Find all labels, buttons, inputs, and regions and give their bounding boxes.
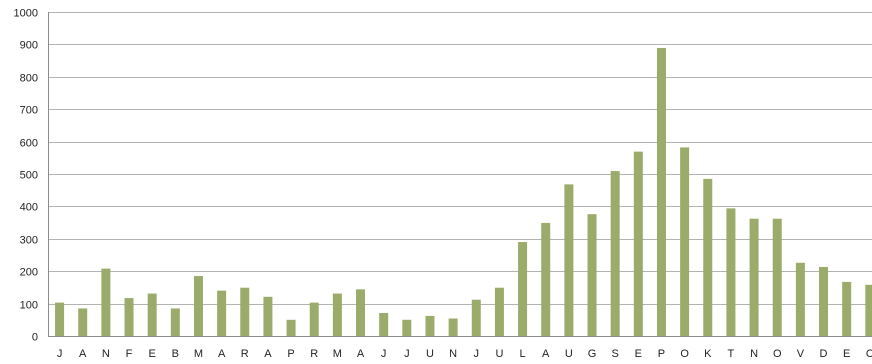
gridlines (48, 12, 872, 305)
bar (680, 147, 690, 336)
x-tick-label: R (310, 348, 318, 360)
x-tick-label: L (520, 348, 526, 360)
bar (193, 276, 203, 336)
y-tick-label: 600 (20, 138, 38, 150)
x-tick-label: N (750, 348, 758, 360)
bar (147, 293, 157, 336)
x-tick-label: J (381, 348, 387, 360)
y-tick-label: 800 (20, 73, 38, 85)
y-tick-label: 1000 (14, 8, 38, 20)
x-tick-label: A (79, 348, 87, 360)
y-tick-label: 0 (32, 332, 38, 344)
x-tick-label: T (728, 348, 735, 360)
x-tick-label: K (704, 348, 712, 360)
x-tick-label: P (658, 348, 665, 360)
x-tick-label: E (635, 348, 642, 360)
bar (471, 299, 481, 336)
bar (55, 302, 65, 336)
x-tick-label: G (588, 348, 597, 360)
axes (48, 12, 872, 337)
y-tick-label: 900 (20, 40, 38, 52)
y-tick-label: 400 (20, 202, 38, 214)
bar (819, 266, 829, 336)
bar (124, 298, 134, 336)
x-tick-label: N (102, 348, 110, 360)
x-tick-label: E (843, 348, 850, 360)
bar (633, 151, 643, 336)
y-tick-label: 700 (20, 105, 38, 117)
x-tick-label: A (357, 348, 365, 360)
bar (448, 318, 458, 336)
x-tick-label: U (495, 348, 503, 360)
bar (749, 218, 759, 336)
x-tick-label: P (287, 348, 294, 360)
x-tick-label: C (866, 348, 872, 360)
y-tick-label: 200 (20, 267, 38, 279)
x-tick-label: J (57, 348, 63, 360)
x-tick-label: M (194, 348, 203, 360)
bar (772, 218, 782, 336)
x-tick-label: J (474, 348, 480, 360)
bar (842, 281, 852, 336)
bar (263, 296, 273, 336)
bar (587, 214, 597, 336)
x-tick-label: O (680, 348, 689, 360)
x-tick-label: D (820, 348, 828, 360)
bar (494, 287, 504, 336)
y-tick-label: 300 (20, 235, 38, 247)
bars (55, 47, 872, 337)
x-tick-label: R (241, 348, 249, 360)
x-tick-label: S (611, 348, 618, 360)
x-tick-label: U (565, 348, 573, 360)
x-tick-label: E (149, 348, 156, 360)
x-tick-label: M (333, 348, 342, 360)
y-axis-tick-labels: 0 100 200 300 400 500 600 700 800 900 1000 (14, 8, 38, 344)
x-tick-label: F (126, 348, 133, 360)
bar (425, 315, 435, 336)
bar (286, 319, 296, 336)
y-tick-label: 500 (20, 170, 38, 182)
x-tick-label: J (404, 348, 410, 360)
bar (356, 289, 366, 336)
bar (865, 284, 872, 336)
bar (703, 178, 713, 336)
bar (726, 208, 736, 336)
x-tick-label: B (172, 348, 179, 360)
x-tick-label: N (449, 348, 457, 360)
bar (795, 262, 805, 336)
bar (309, 302, 319, 336)
x-tick-label: A (218, 348, 226, 360)
bar (518, 242, 528, 336)
bar (564, 184, 574, 336)
bar (656, 47, 666, 337)
bar (78, 308, 88, 336)
bar (402, 319, 412, 336)
y-tick-label: 100 (20, 300, 38, 312)
bar (379, 313, 389, 336)
bar (541, 222, 551, 336)
x-tick-label: U (426, 348, 434, 360)
bar (217, 290, 227, 336)
x-tick-label: A (542, 348, 550, 360)
x-tick-label: V (797, 348, 805, 360)
x-tick-label: O (773, 348, 782, 360)
bar (240, 287, 250, 336)
x-tick-label: A (264, 348, 272, 360)
bar (610, 171, 620, 336)
bar (170, 308, 180, 336)
bar (332, 293, 342, 336)
bar (101, 268, 111, 336)
